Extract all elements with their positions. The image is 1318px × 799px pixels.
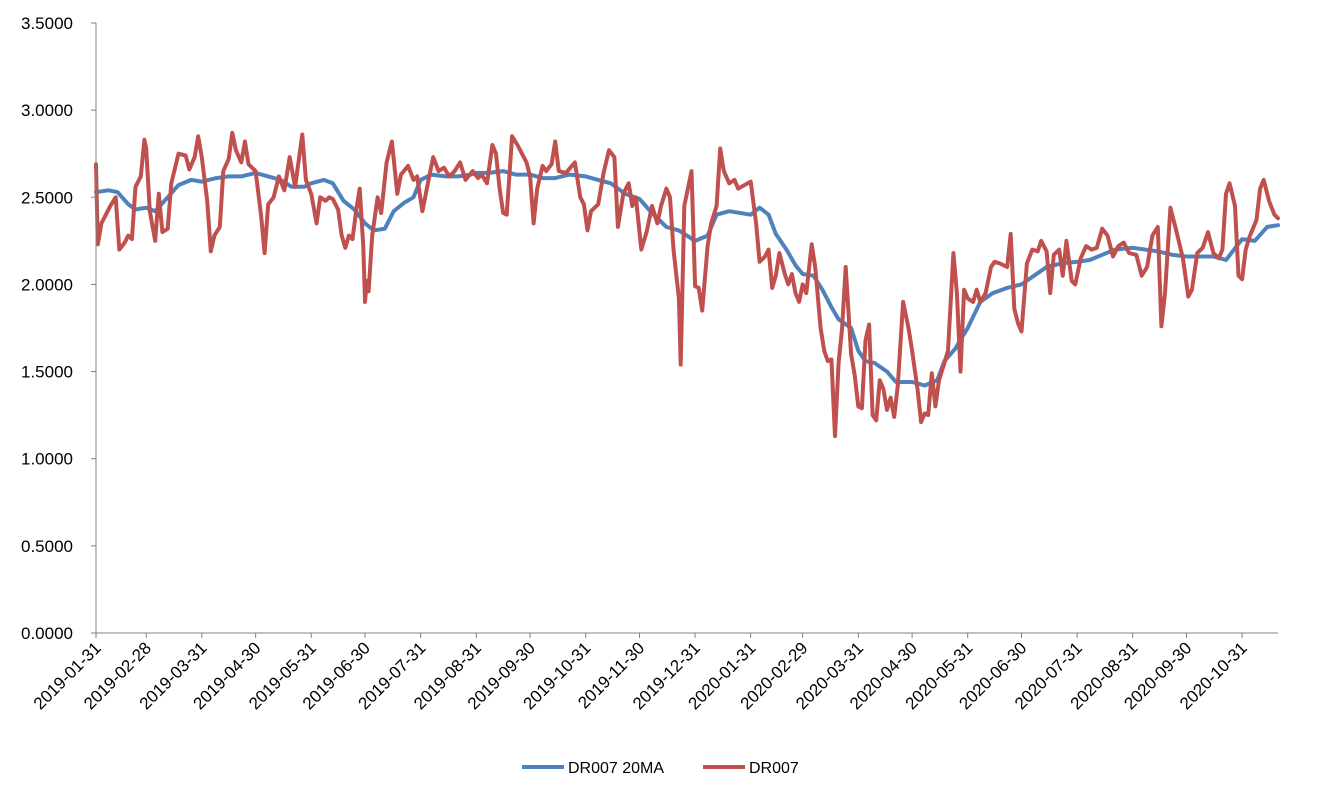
legend: DR007 20MA DR007 (522, 760, 799, 777)
y-tick-label: 3.5000 (21, 14, 73, 33)
y-tick-label: 2.5000 (21, 188, 73, 207)
legend-label-ma20: DR007 20MA (568, 760, 664, 777)
y-axis-tick-labels: 0.0000 0.5000 1.0000 1.5000 2.0000 2.5000 3.00… (21, 14, 96, 643)
y-tick-label: 0.5000 (21, 537, 73, 556)
y-tick-label: 2.0000 (21, 275, 73, 294)
series-lines (94, 130, 1280, 439)
series-line-dr007-20ma (94, 169, 1280, 388)
y-tick-label: 1.5000 (21, 363, 73, 382)
y-tick-label: 0.0000 (21, 624, 73, 643)
y-tick-label: 3.0000 (21, 101, 73, 120)
y-tick-label: 1.0000 (21, 450, 73, 469)
series-line-dr007 (94, 130, 1280, 439)
x-axis-tick-labels: 2019-01-312019-02-282019-03-312019-04-30… (30, 633, 1251, 713)
legend-label-dr007: DR007 (749, 760, 799, 777)
